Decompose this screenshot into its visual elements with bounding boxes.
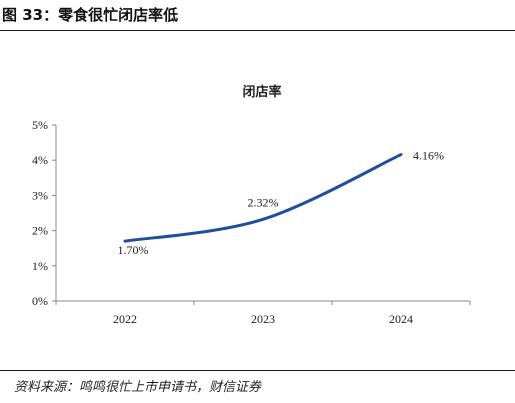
y-tick-label: 3% [32,188,48,202]
series-line-closure-rate [123,153,403,243]
chart-title: 闭店率 [242,84,281,100]
figure-title: 图 33：零食很忙闭店率低 [2,6,179,24]
x-tick-label: 2022 [113,312,137,326]
y-tick-label: 1% [32,259,48,273]
y-tick-label: 4% [32,153,48,167]
x-tick-label: 2024 [389,312,413,326]
x-tick-label: 2023 [251,312,275,326]
data-label: 2.32% [248,195,279,209]
top-rule [0,30,515,31]
source-note: 资料来源：鸣鸣很忙上市申请书，财信证券 [14,380,262,395]
y-tick-label: 0% [32,294,48,308]
data-label: 1.70% [118,243,149,257]
data-label: 4.16% [413,149,444,163]
y-tick-label: 2% [32,224,48,238]
bottom-rule [0,370,515,371]
line-chart: 闭店率 0% 1% 2% 3% 4% 5% 2022 2023 2024 1.70% 2.32%… [32,84,471,326]
y-tick-label: 5% [32,118,48,132]
